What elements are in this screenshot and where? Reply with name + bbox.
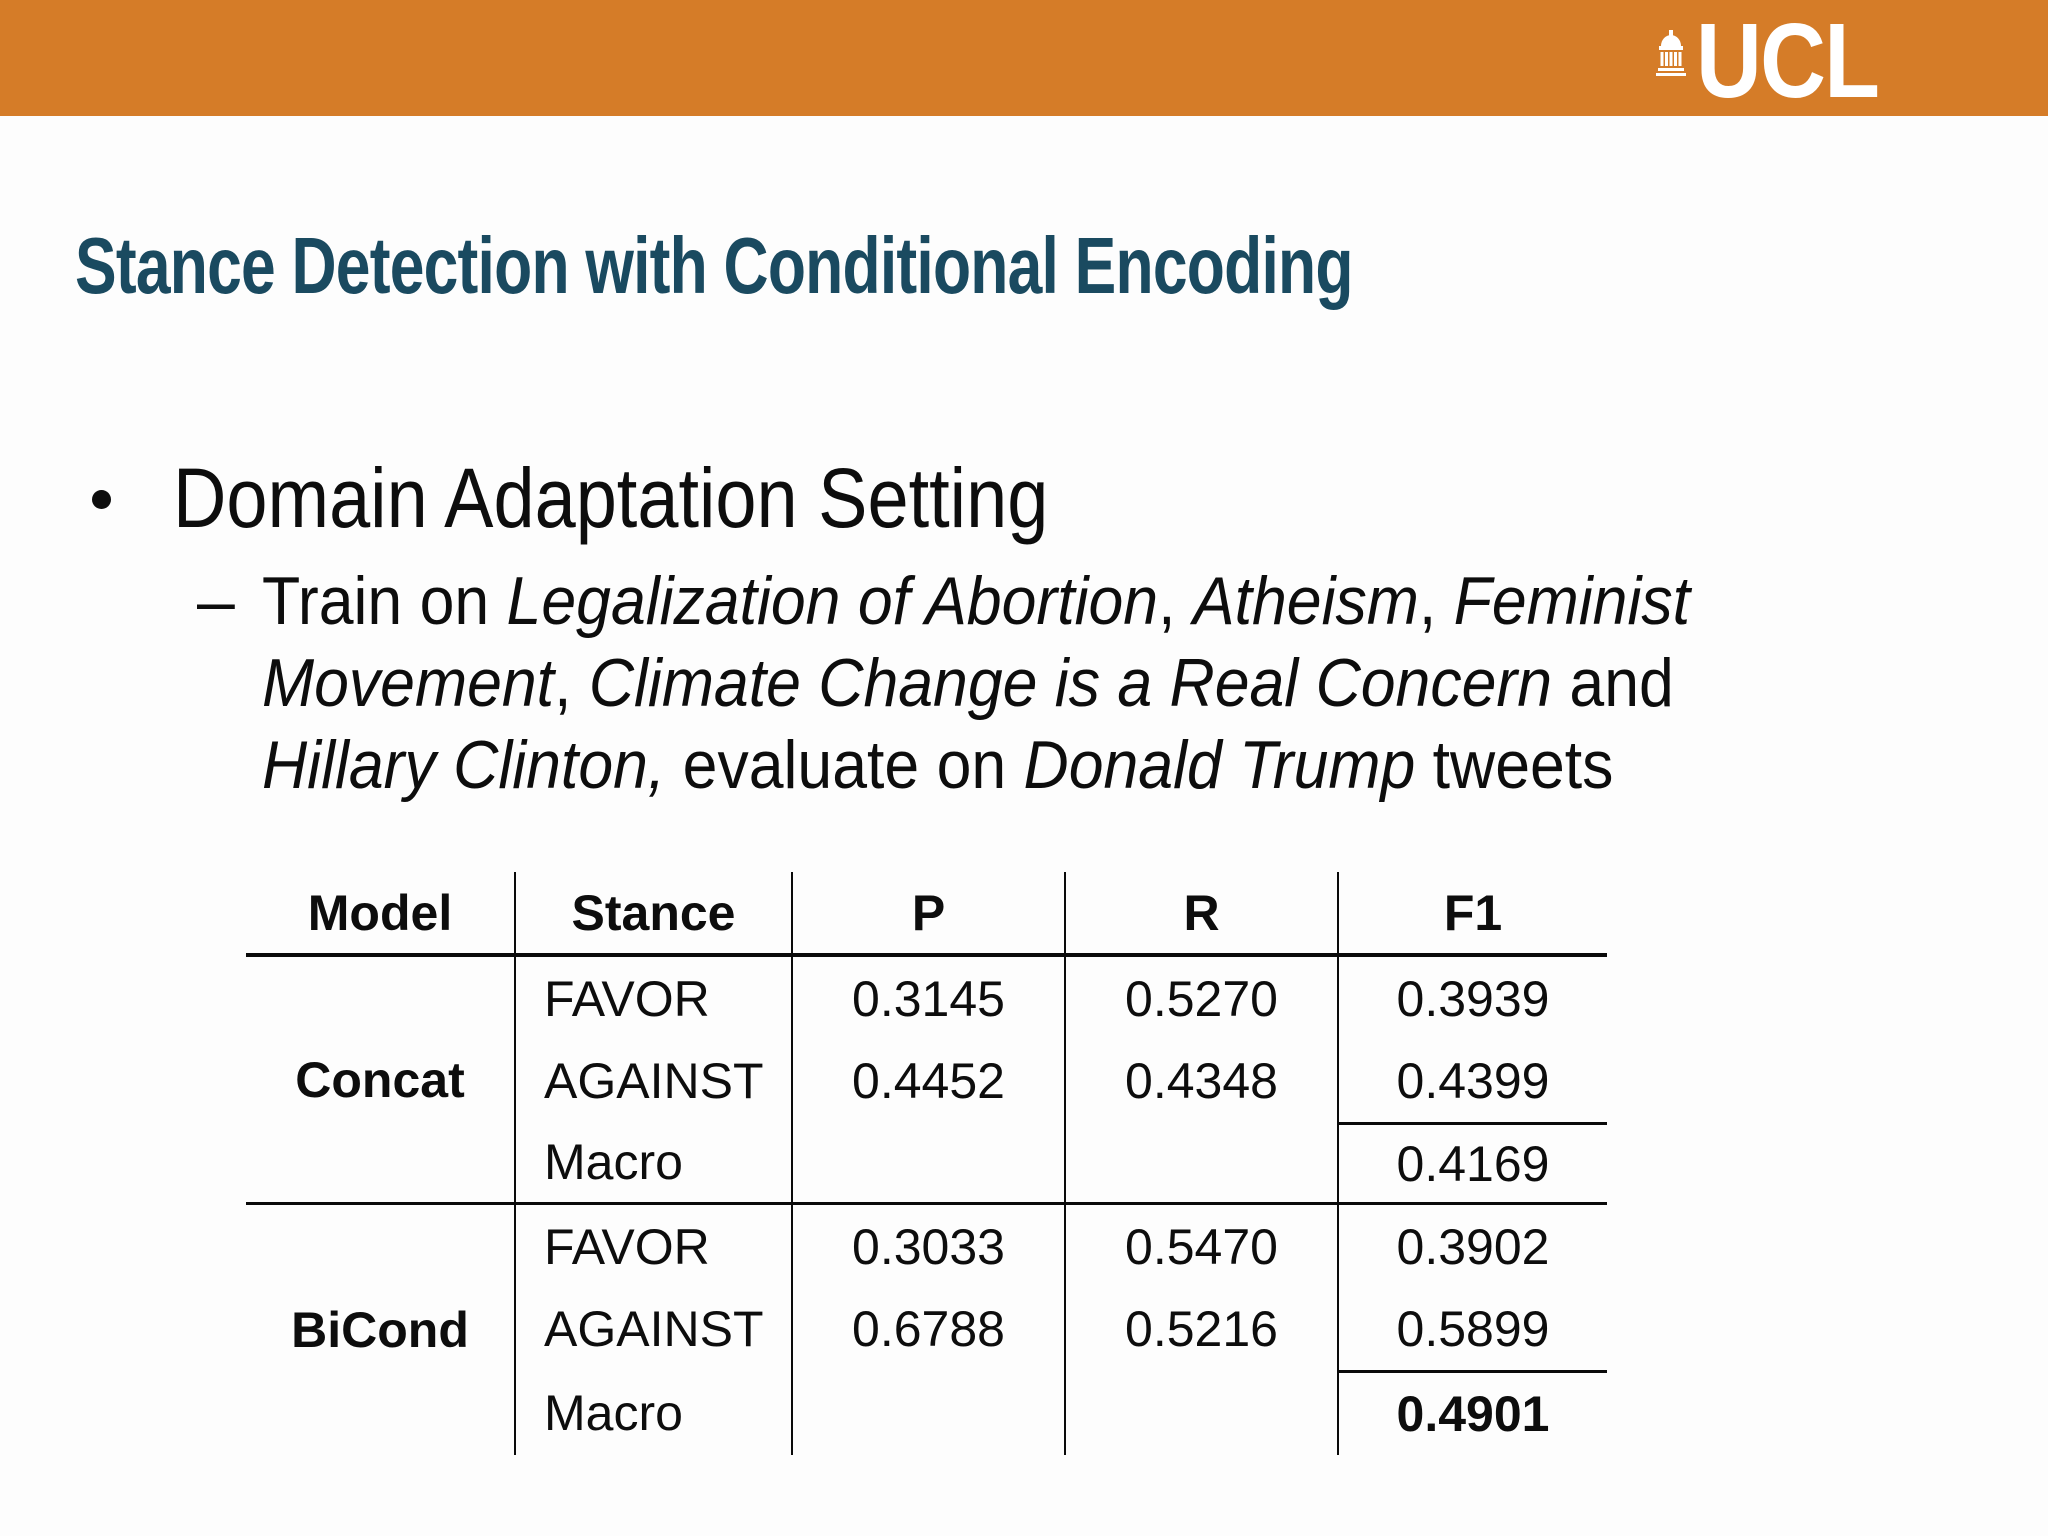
value-cell-f1: 0.3939 bbox=[1396, 970, 1550, 1027]
stance-cell: AGAINST bbox=[516, 1288, 793, 1370]
col-header-model: Model bbox=[246, 872, 516, 957]
results-table: Model Stance P R F1 Concat FAVOR 0.3145 … bbox=[246, 872, 1607, 1455]
text-run: , bbox=[1158, 563, 1193, 639]
value-cell-f1: 0.4399 bbox=[1396, 1053, 1550, 1109]
bullet-item: Domain Adaptation Setting bbox=[92, 452, 1168, 544]
empty-cell bbox=[1066, 1122, 1339, 1205]
value-cell-p: 0.4452 bbox=[793, 1040, 1066, 1122]
bullet-text: Domain Adaptation Setting bbox=[173, 451, 1049, 545]
stance-cell: Macro bbox=[516, 1370, 793, 1455]
text-run: and bbox=[1552, 645, 1674, 721]
sub-bullet-line: Movement, Climate Change is a Real Conce… bbox=[262, 642, 1690, 724]
banner: UCL bbox=[0, 0, 2048, 116]
col-header-f1: F1 bbox=[1339, 872, 1607, 957]
text-run: tweets bbox=[1415, 727, 1614, 803]
text-run: , bbox=[1418, 563, 1454, 639]
text-run: Donald Trump bbox=[1023, 727, 1416, 803]
sub-bullet-line: Train on Legalization of Abortion, Athei… bbox=[262, 560, 1690, 642]
value-cell-r: 0.4348 bbox=[1066, 1040, 1339, 1122]
value-cell-r: 0.5470 bbox=[1066, 1205, 1339, 1288]
value-cell-r: 0.5216 bbox=[1066, 1288, 1339, 1370]
text-run: Feminist bbox=[1453, 563, 1691, 639]
text-run: evaluate on bbox=[665, 727, 1024, 803]
stance-cell: AGAINST bbox=[516, 1040, 793, 1122]
empty-cell bbox=[793, 1370, 1066, 1455]
page-title: Stance Detection with Conditional Encodi… bbox=[75, 221, 1353, 310]
ucl-logo: UCL bbox=[1656, 0, 1908, 116]
stance-cell: FAVOR bbox=[516, 1205, 793, 1288]
model-cell-concat: Concat bbox=[246, 957, 516, 1205]
value-cell-f1: 0.3902 bbox=[1396, 1218, 1550, 1275]
empty-cell bbox=[1066, 1370, 1339, 1455]
value-cell-p: 0.6788 bbox=[793, 1288, 1066, 1370]
sub-bullet-text: Train on Legalization of Abortion, Athei… bbox=[262, 560, 1814, 806]
ucl-logo-text: UCL bbox=[1696, 2, 1880, 120]
ucl-building-icon bbox=[1656, 30, 1686, 76]
text-run: Climate Change is a Real Concern bbox=[588, 645, 1553, 721]
text-run: Movement bbox=[262, 645, 555, 721]
col-header-stance: Stance bbox=[516, 872, 793, 957]
bullet-marker bbox=[92, 490, 111, 509]
text-run: Legalization of Abortion bbox=[506, 563, 1159, 639]
col-header-r: R bbox=[1066, 872, 1339, 957]
dash-marker: – bbox=[197, 563, 235, 639]
value-cell-p: 0.3145 bbox=[793, 957, 1066, 1040]
value-cell-f1: 0.5899 bbox=[1396, 1301, 1550, 1357]
sub-bullet-line: Hillary Clinton, evaluate on Donald Trum… bbox=[262, 724, 1690, 806]
value-cell-f1-macro: 0.4169 bbox=[1339, 1122, 1607, 1205]
text-run: Atheism bbox=[1192, 563, 1419, 639]
empty-cell bbox=[793, 1122, 1066, 1205]
value-cell-r: 0.5270 bbox=[1066, 957, 1339, 1040]
sub-bullet-item: – Train on Legalization of Abortion, Ath… bbox=[197, 560, 1814, 806]
text-run: , bbox=[554, 645, 589, 721]
text-run: Hillary Clinton, bbox=[262, 727, 666, 803]
stance-cell: Macro bbox=[516, 1122, 793, 1205]
model-cell-bicond: BiCond bbox=[246, 1205, 516, 1455]
stance-cell: FAVOR bbox=[516, 957, 793, 1040]
text-run: Train on bbox=[262, 563, 507, 639]
value-cell-p: 0.3033 bbox=[793, 1205, 1066, 1288]
value-cell-f1-macro: 0.4901 bbox=[1339, 1370, 1607, 1455]
col-header-p: P bbox=[793, 872, 1066, 957]
